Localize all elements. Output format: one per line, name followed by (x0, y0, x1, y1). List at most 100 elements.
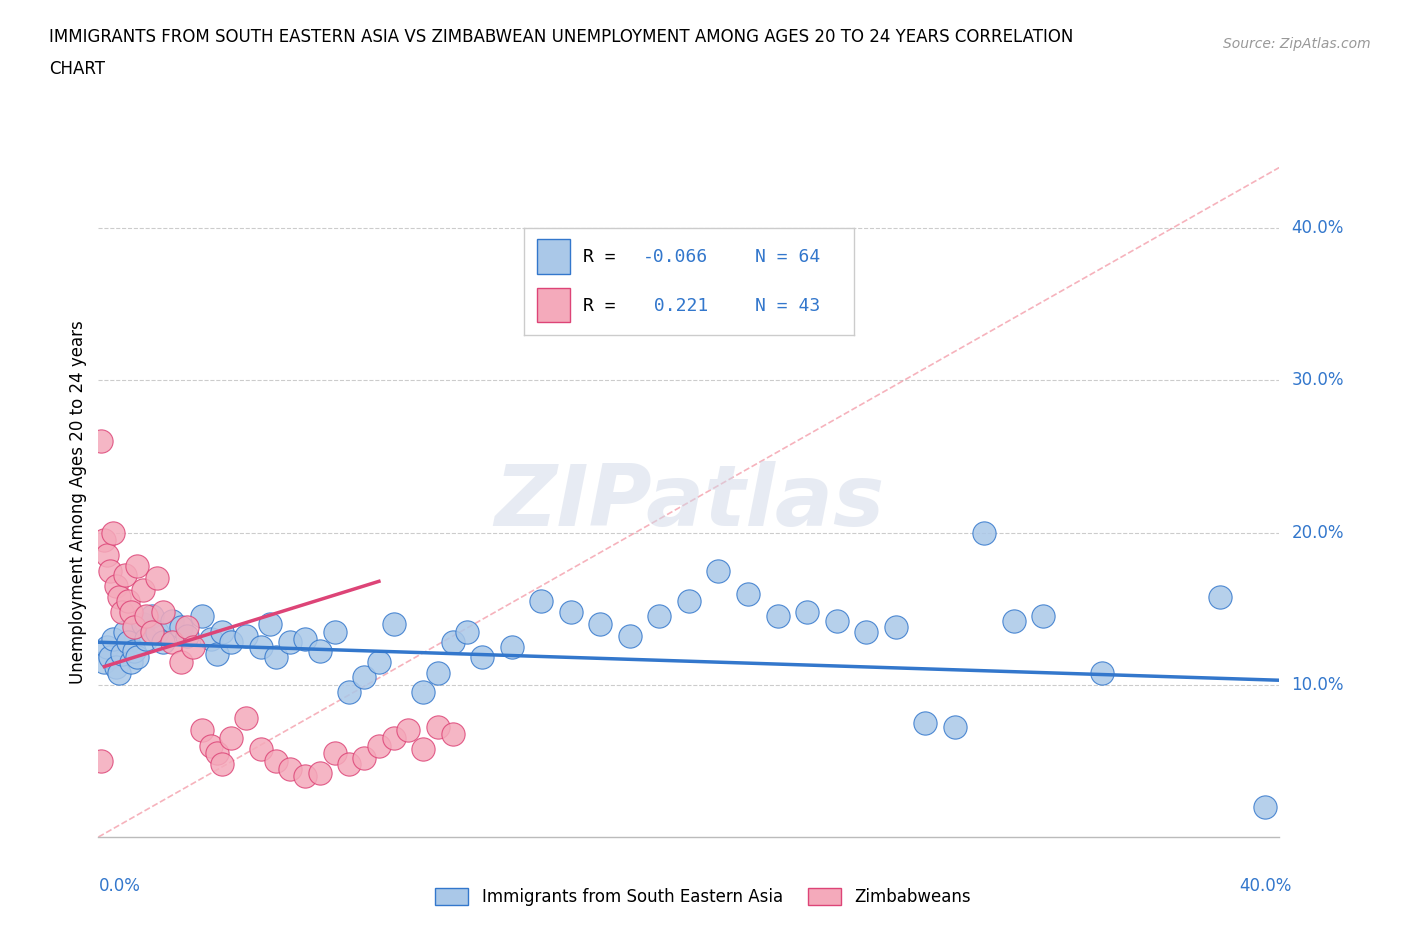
Point (114, 624, 136, 639)
Point (250, 639, 273, 654)
Point (152, 635, 174, 650)
Point (146, 571, 169, 586)
Point (353, 670, 375, 684)
Point (368, 738, 391, 753)
Point (219, 731, 242, 746)
Point (441, 635, 464, 650)
Point (1091, 665, 1114, 680)
Point (884, 619, 907, 634)
Text: 20.0%: 20.0% (1291, 524, 1344, 541)
Point (323, 624, 346, 639)
Point (117, 593, 139, 608)
Point (93, 533, 115, 548)
Point (125, 559, 148, 574)
Point (309, 765, 332, 780)
Point (264, 753, 287, 768)
Text: ZIPatlas: ZIPatlas (494, 460, 884, 544)
Y-axis label: Unemployment Among Ages 20 to 24 years: Unemployment Among Ages 20 to 24 years (69, 320, 87, 684)
Point (648, 609, 671, 624)
Point (914, 715, 936, 730)
Point (125, 650, 148, 665)
Point (337, 685, 360, 700)
Point (205, 647, 228, 662)
Point (120, 655, 142, 670)
Point (441, 726, 464, 741)
Point (146, 624, 169, 639)
Point (368, 655, 391, 670)
Point (135, 609, 157, 624)
Point (294, 631, 316, 646)
Point (96, 639, 118, 654)
Point (1032, 609, 1054, 624)
Point (170, 619, 193, 634)
Point (96, 548, 118, 563)
Point (471, 650, 494, 665)
Point (98, 650, 121, 665)
Point (235, 711, 257, 725)
Point (211, 624, 233, 639)
Point (105, 578, 128, 593)
Point (132, 617, 155, 631)
Text: 30.0%: 30.0% (1291, 371, 1344, 390)
Point (278, 635, 302, 650)
Point (122, 644, 145, 658)
Point (323, 746, 346, 761)
Point (176, 619, 198, 634)
Point (120, 604, 142, 619)
Point (278, 761, 302, 776)
Point (205, 746, 228, 761)
Point (93, 655, 115, 670)
Point (353, 751, 375, 765)
Point (1002, 614, 1025, 629)
Point (337, 756, 360, 771)
Point (678, 593, 700, 608)
Point (200, 631, 222, 646)
Point (90, 753, 112, 768)
Point (259, 617, 281, 631)
Point (309, 644, 332, 658)
Point (200, 738, 222, 753)
Point (141, 609, 163, 624)
Point (943, 720, 966, 735)
Point (105, 659, 128, 674)
Point (162, 635, 183, 650)
Point (825, 614, 848, 629)
Point (250, 741, 273, 756)
Point (162, 614, 183, 629)
Point (427, 720, 450, 735)
Point (796, 604, 818, 619)
Text: IMMIGRANTS FROM SOUTH EASTERN ASIA VS ZIMBABWEAN UNEMPLOYMENT AMONG AGES 20 TO 2: IMMIGRANTS FROM SOUTH EASTERN ASIA VS ZI… (49, 28, 1074, 46)
Point (111, 604, 134, 619)
Point (108, 589, 131, 604)
Point (141, 624, 163, 639)
Point (235, 629, 257, 644)
Point (1254, 799, 1277, 814)
Point (98, 564, 121, 578)
Point (973, 525, 995, 540)
Point (111, 647, 134, 662)
Point (855, 624, 877, 639)
Point (766, 609, 789, 624)
Point (427, 665, 450, 680)
Point (1209, 589, 1232, 604)
Text: 40.0%: 40.0% (1291, 219, 1344, 237)
Point (412, 685, 434, 700)
Text: Source: ZipAtlas.com: Source: ZipAtlas.com (1223, 37, 1371, 51)
Point (501, 639, 523, 654)
Legend: Immigrants from South Eastern Asia, Zimbabweans: Immigrants from South Eastern Asia, Zimb… (429, 881, 977, 912)
Text: 0.0%: 0.0% (98, 877, 141, 896)
Point (132, 583, 155, 598)
Point (117, 635, 139, 650)
Point (181, 639, 204, 654)
Point (737, 586, 759, 601)
Point (108, 665, 131, 680)
Point (264, 650, 287, 665)
Point (176, 629, 198, 644)
Point (382, 731, 405, 746)
Point (103, 631, 125, 646)
Text: CHART: CHART (49, 60, 105, 78)
Point (170, 655, 193, 670)
Point (152, 604, 174, 619)
Point (412, 741, 434, 756)
Point (103, 525, 125, 540)
